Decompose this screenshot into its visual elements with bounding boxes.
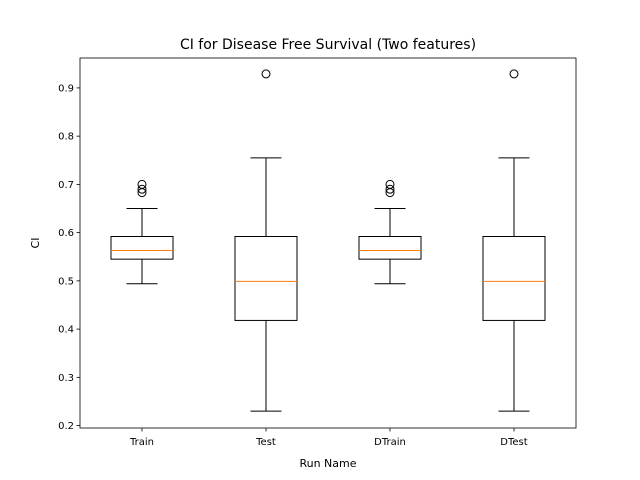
outlier-dtrain-1 xyxy=(385,184,395,194)
y-axis: 0.2 0.3 0.4 0.5 0.6 0.7 0.8 0.9 xyxy=(58,84,80,432)
y-tick-label-7: 0.9 xyxy=(58,84,74,95)
box-test xyxy=(234,235,298,321)
outlier-train-2 xyxy=(137,179,147,189)
box-dtest xyxy=(482,235,546,321)
box-dtrain xyxy=(358,235,422,260)
outlier-test-0 xyxy=(261,69,271,79)
x-tick-label-test: Test xyxy=(255,437,276,448)
x-tick-label-train: Train xyxy=(129,437,154,448)
y-tick-label-4: 0.6 xyxy=(58,228,74,239)
y-tick-label-1: 0.3 xyxy=(58,373,74,384)
y-axis-label: CI xyxy=(29,238,42,249)
y-tick-label-5: 0.7 xyxy=(58,180,74,191)
outlier-dtest-0 xyxy=(509,69,519,79)
axes-frame xyxy=(79,57,577,429)
x-axis: Train Test DTrain DTest xyxy=(129,428,528,448)
box-train xyxy=(110,235,174,260)
x-tick-label-dtest: DTest xyxy=(500,437,527,448)
y-tick-label-2: 0.4 xyxy=(58,325,74,336)
x-tick-label-dtrain: DTrain xyxy=(374,437,406,448)
outlier-train-1 xyxy=(137,184,147,194)
y-tick-label-0: 0.2 xyxy=(58,421,74,432)
x-axis-label: Run Name xyxy=(299,457,356,470)
outlier-dtrain-2 xyxy=(385,179,395,189)
y-tick-label-6: 0.8 xyxy=(58,132,74,143)
plot-area xyxy=(110,69,546,412)
y-tick-label-3: 0.5 xyxy=(58,276,74,287)
chart-title: CI for Disease Free Survival (Two featur… xyxy=(180,37,476,53)
